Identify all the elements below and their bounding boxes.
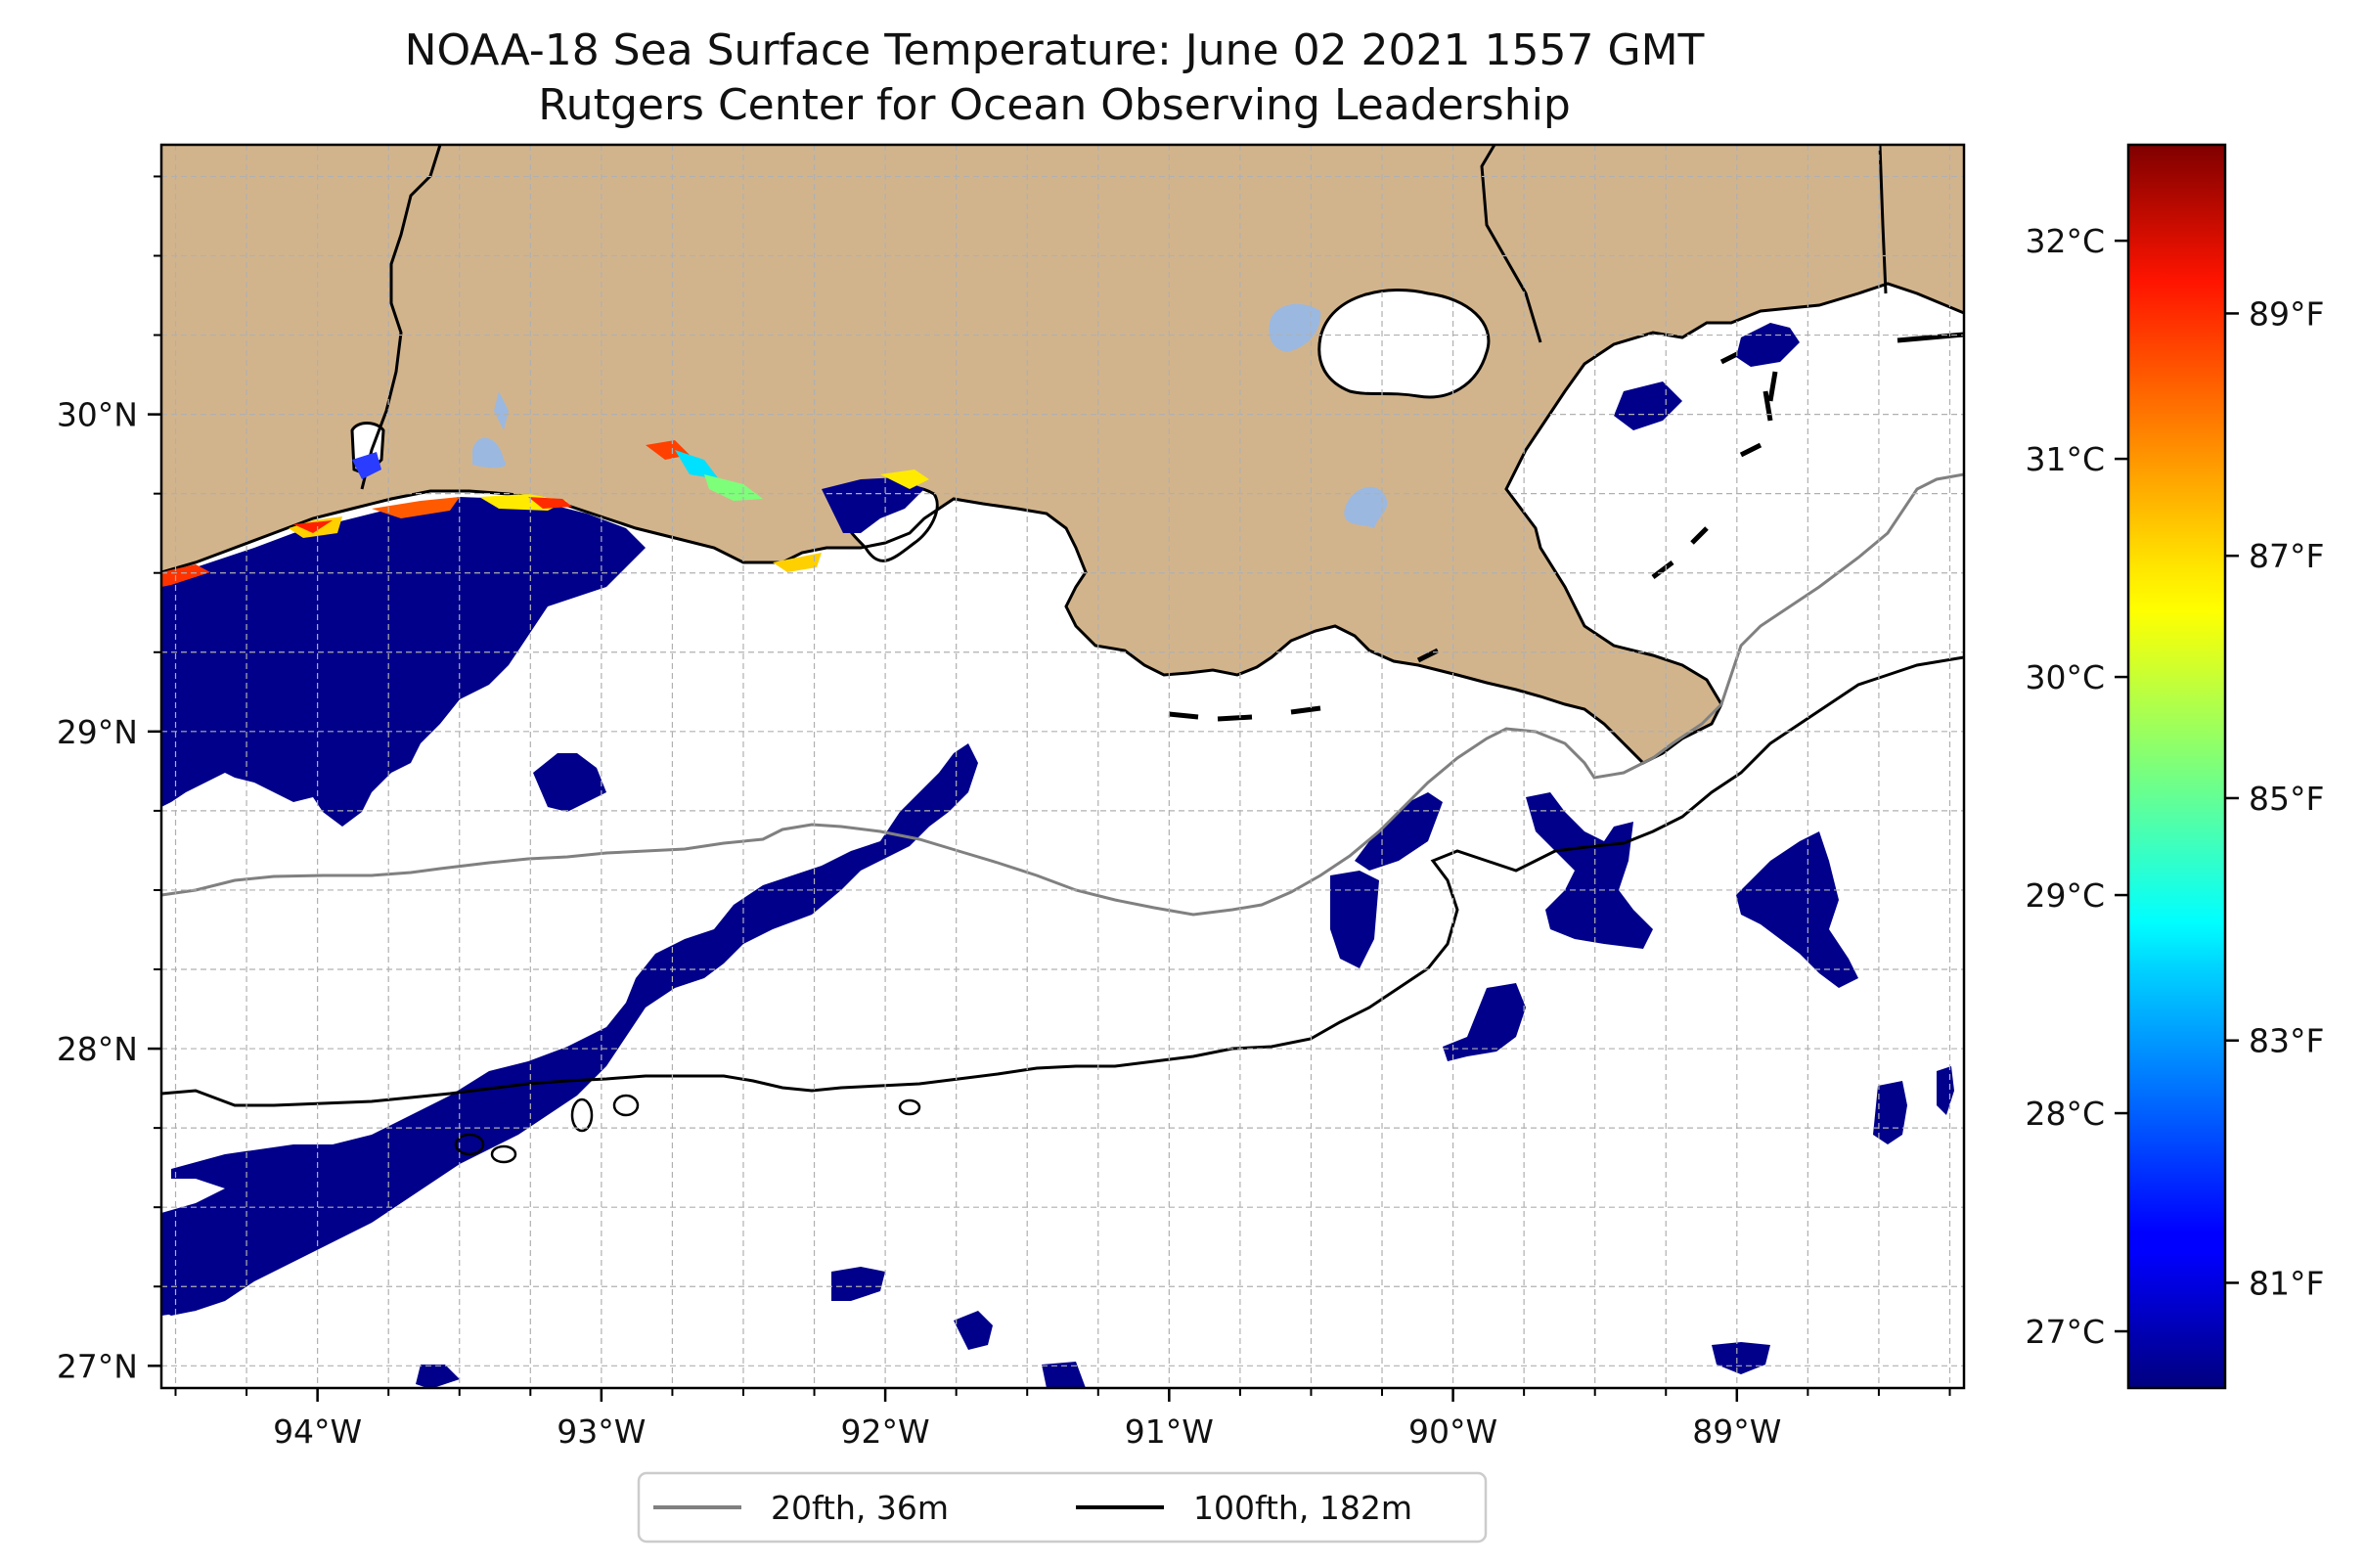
sst-patches [161,323,1954,1388]
figure-subtitle: Rutgers Center for Ocean Observing Leade… [538,80,1571,130]
sst-patch-nearshore-mid [533,753,606,812]
legend-label-100fth: 100fth, 182m [1193,1489,1412,1527]
sst-patch-offshore-a [1355,792,1443,871]
sst-patch-offshore-d [1736,831,1858,988]
gridlines [161,145,1964,1388]
lon-tick-label: 94°W [273,1412,362,1451]
land-area [161,145,1964,763]
lon-tick-label: 90°W [1408,1412,1497,1451]
lat-tick-label: 29°N [57,713,138,751]
map-frame [159,143,1966,1390]
sst-patch-south-c [416,1365,460,1388]
colorbar-celsius-label: 27°C [2025,1313,2105,1351]
colorbar-fahrenheit-label: 87°F [2249,537,2324,575]
longitude-axis: 94°W 93°W 92°W 91°W 90°W 89°W [174,1388,1951,1451]
colorbar-fahrenheit-axis: 81°F 83°F 85°F 87°F 89°F [2225,294,2324,1302]
sst-patch-bay-inner [822,477,924,533]
colorbar: 27°C 28°C 29°C 30°C 31°C 32°C 81°F 83°F 85°F 87°… [2025,143,2324,1390]
sst-patch-nearshore-west [161,497,646,827]
sst-patch-offshore-f [1873,1081,1907,1144]
lon-tick-label: 92°W [841,1412,930,1451]
map-panel [161,145,1964,1388]
colorbar-gradient [2126,143,2227,1390]
lake-maurepas [1269,303,1321,352]
sst-patch-offshore-c [1526,792,1653,949]
legend-box [637,1471,1488,1544]
colorbar-celsius-axis: 27°C 28°C 29°C 30°C 31°C 32°C [2025,222,2128,1351]
colorbar-celsius-label: 30°C [2025,658,2105,696]
colorbar-celsius-label: 32°C [2025,222,2105,260]
colorbar-fahrenheit-label: 89°F [2249,294,2324,333]
sst-patch-south-small-a [831,1267,885,1301]
sst-patch-south-west [161,1223,254,1316]
sst-patch-bay-east [1736,323,1800,367]
colorbar-fahrenheit-label: 81°F [2249,1264,2324,1302]
lake-salvador [1344,486,1388,528]
isobath-100fth-contours [454,1094,921,1164]
lat-tick-label: 30°N [57,396,138,434]
legend-label-20fth: 20fth, 36m [771,1489,949,1527]
sst-patch-south-d [1042,1362,1086,1388]
lon-tick-label: 93°W [557,1412,646,1451]
figure-title: NOAA-18 Sea Surface Temperature: June 02… [405,25,1705,75]
colorbar-celsius-label: 28°C [2025,1095,2105,1133]
lon-tick-label: 91°W [1125,1412,1214,1451]
lat-tick-label: 27°N [57,1347,138,1385]
sst-patch-shelf-band [161,743,978,1316]
isobath-legend: 20fth, 36m 100fth, 182m [637,1471,1488,1544]
isobath-20fth [161,472,1964,917]
lon-tick-label: 89°W [1692,1412,1781,1451]
coastline [161,282,1964,765]
lat-tick-label: 28°N [57,1030,138,1068]
sst-patch-offshore-e [1443,983,1526,1061]
colorbar-fahrenheit-label: 85°F [2249,780,2324,818]
colorbar-celsius-label: 31°C [2025,440,2105,478]
sst-patch-south-b [954,1311,993,1350]
colorbar-fahrenheit-label: 83°F [2249,1022,2324,1060]
state-border [360,145,1888,490]
barrier-islands [1168,332,1964,722]
sst-patch-offshore-b [1330,871,1379,968]
colorbar-celsius-label: 29°C [2025,876,2105,915]
latitude-axis: 30°N 29°N 28°N 27°N [57,175,161,1385]
calcasieu-lake [472,391,509,469]
lake-pontchartrain [1317,288,1491,399]
sst-patch-bay-east-small [1614,381,1682,430]
